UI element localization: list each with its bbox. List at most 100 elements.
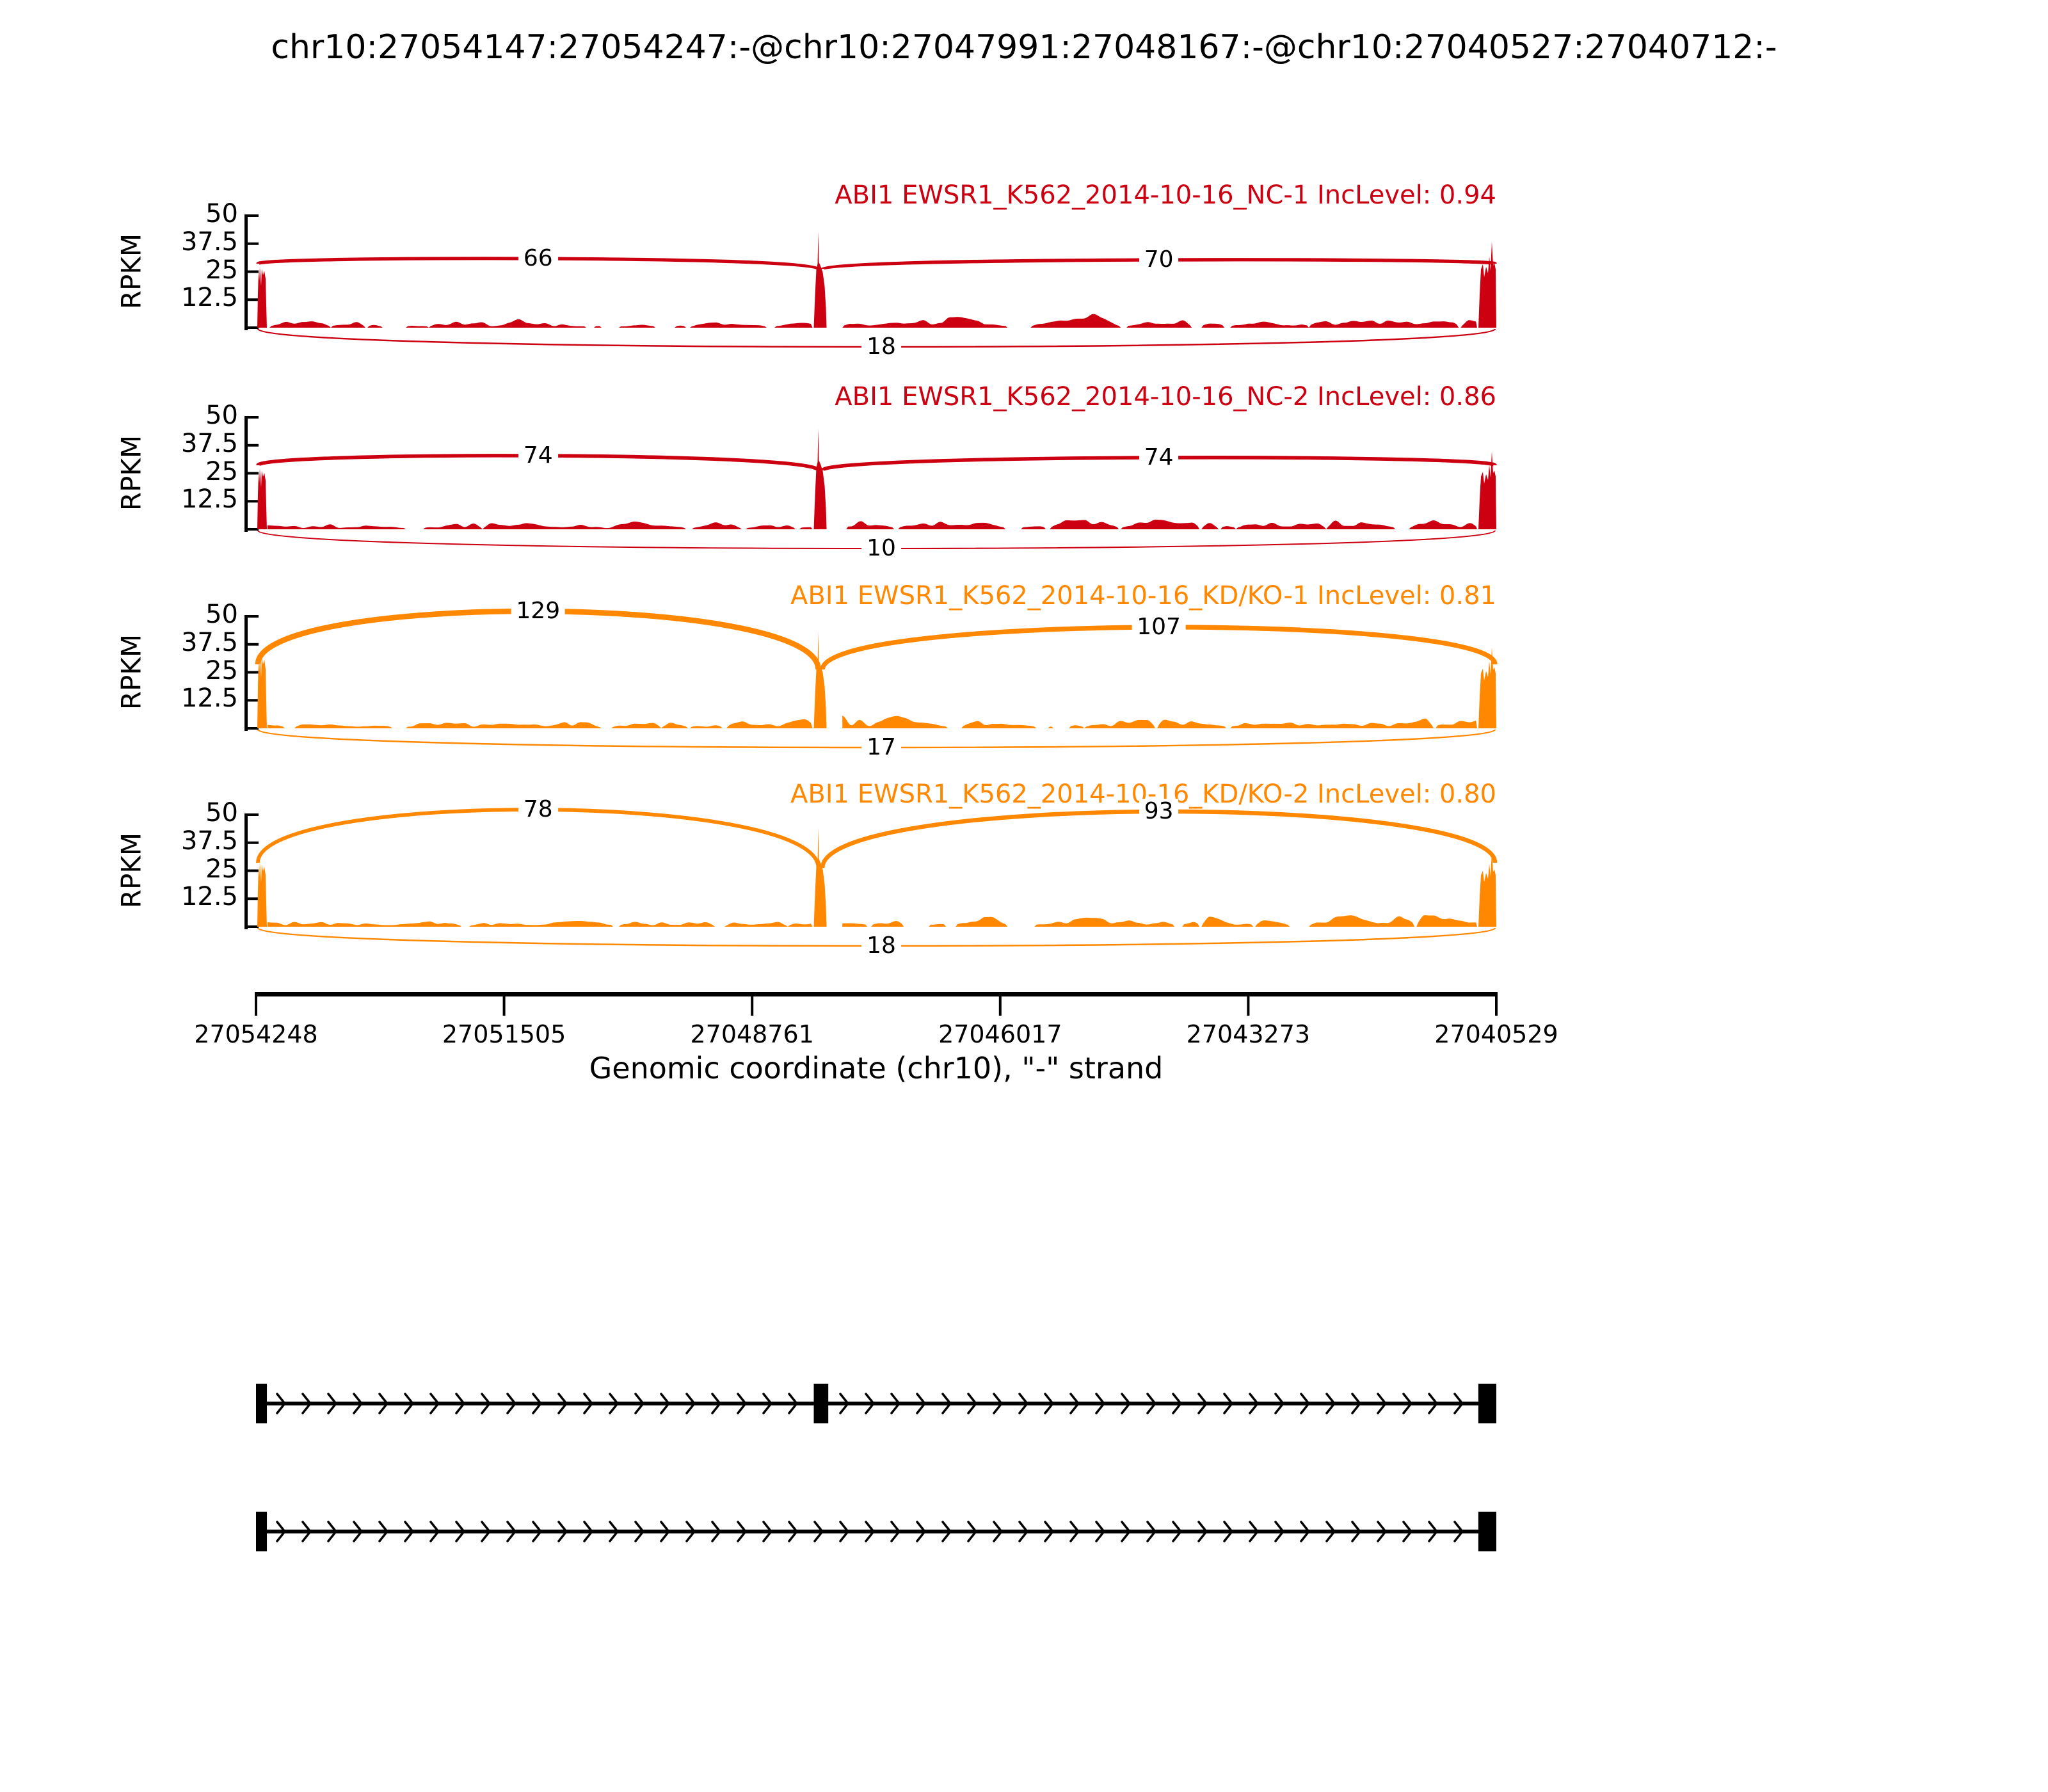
junction-arc-skipping [257, 728, 1496, 749]
x-axis-tick [751, 996, 754, 1016]
coverage-exon-peak [1478, 647, 1496, 728]
intron-direction-chevron [1044, 1521, 1055, 1542]
intron-direction-chevron [1300, 1393, 1311, 1414]
intron-direction-chevron [941, 1393, 952, 1414]
intron-direction-chevron [711, 1393, 722, 1414]
coverage-exon-peak [257, 654, 267, 728]
coverage-exon-peak [257, 862, 267, 927]
intron-direction-chevron [1453, 1393, 1464, 1414]
intron-direction-chevron [660, 1393, 671, 1414]
y-axis-tick [244, 897, 259, 900]
intron-direction-chevron [865, 1393, 876, 1414]
coverage-exon-peak [1478, 241, 1496, 328]
intron-direction-chevron [967, 1521, 978, 1542]
intron-direction-chevron [1146, 1521, 1157, 1542]
intron-direction-chevron [660, 1521, 671, 1542]
y-axis-tick [244, 242, 259, 245]
intron-direction-chevron [532, 1521, 543, 1542]
junction-arc-skipping [257, 328, 1496, 348]
intron-direction-chevron [813, 1521, 824, 1542]
isoform-track [256, 1512, 1496, 1551]
y-axis-tick [244, 813, 259, 816]
intron-direction-chevron [967, 1393, 978, 1414]
intron-direction-chevron [1402, 1521, 1413, 1542]
intron-direction-chevron [788, 1521, 799, 1542]
y-axis-tick [244, 500, 259, 503]
intron-direction-chevron [429, 1393, 440, 1414]
intron-direction-chevron [1018, 1393, 1029, 1414]
junction-arc-inclusion-right [820, 258, 1497, 271]
intron-direction-chevron [353, 1521, 364, 1542]
junction-arc-skipping [257, 927, 1496, 947]
intron-direction-chevron [583, 1393, 594, 1414]
intron-direction-chevron [455, 1393, 466, 1414]
coverage-exon-peak [813, 232, 827, 328]
intron-direction-chevron [327, 1521, 338, 1542]
intron-direction-chevron [711, 1521, 722, 1542]
exon-box [1478, 1384, 1496, 1423]
coverage-area [268, 319, 813, 328]
isoform-track [256, 1384, 1496, 1423]
y-axis-tick [244, 444, 259, 447]
intron-direction-chevron [1172, 1521, 1183, 1542]
intron-direction-chevron [583, 1521, 594, 1542]
intron-direction-chevron [685, 1393, 696, 1414]
y-axis-tick [244, 671, 259, 674]
y-axis-tick [244, 615, 259, 618]
intron-direction-chevron [762, 1521, 773, 1542]
intron-direction-chevron [1069, 1521, 1080, 1542]
intron-direction-chevron [1453, 1521, 1464, 1542]
intron-direction-chevron [1249, 1521, 1260, 1542]
intron-direction-chevron [1300, 1521, 1311, 1542]
intron-direction-chevron [1121, 1521, 1132, 1542]
y-axis-tick [244, 326, 259, 329]
intron-direction-chevron [1223, 1521, 1234, 1542]
intron-direction-chevron [609, 1393, 620, 1414]
coverage-area [842, 716, 1477, 728]
intron-direction-chevron [1325, 1393, 1336, 1414]
y-axis-tick [244, 727, 259, 730]
coverage-area [842, 314, 1477, 328]
intron-direction-chevron [762, 1393, 773, 1414]
junction-arc-inclusion-left [255, 608, 821, 670]
coverage-area [268, 719, 813, 728]
intron-direction-chevron [1121, 1393, 1132, 1414]
y-axis-tick [244, 528, 259, 531]
x-axis-tick [502, 996, 506, 1016]
coverage-area [842, 519, 1477, 529]
exon-box [1478, 1512, 1496, 1551]
intron-direction-chevron [634, 1393, 645, 1414]
coverage-exon-peak [813, 428, 827, 529]
intron-direction-chevron [506, 1521, 517, 1542]
x-axis-tick [1495, 996, 1498, 1016]
coverage-area [268, 921, 813, 927]
y-axis-tick [244, 699, 259, 702]
intron-line [260, 1402, 1492, 1405]
x-axis-tick [255, 996, 257, 1016]
x-axis-tick [998, 996, 1002, 1016]
y-axis-tick [244, 270, 259, 273]
intron-direction-chevron [327, 1393, 338, 1414]
intron-direction-chevron [941, 1521, 952, 1542]
intron-direction-chevron [788, 1393, 799, 1414]
intron-direction-chevron [1402, 1393, 1413, 1414]
coverage-exon-peak [257, 468, 267, 529]
junction-arc-inclusion-right [820, 809, 1498, 868]
intron-direction-chevron [890, 1393, 901, 1414]
coverage-exon-peak [813, 827, 827, 927]
junction-arc-inclusion-left [256, 454, 820, 472]
intron-direction-chevron [1044, 1393, 1055, 1414]
intron-direction-chevron [1095, 1393, 1106, 1414]
intron-direction-chevron [609, 1521, 620, 1542]
intron-direction-chevron [276, 1393, 287, 1414]
intron-direction-chevron [1351, 1521, 1362, 1542]
coverage-area [268, 521, 813, 529]
y-axis-tick [244, 472, 259, 475]
coverage-exon-peak [1478, 851, 1496, 927]
intron-direction-chevron [1197, 1521, 1208, 1542]
intron-direction-chevron [1351, 1393, 1362, 1414]
intron-direction-chevron [557, 1393, 568, 1414]
junction-arc-inclusion-right [820, 456, 1497, 472]
intron-direction-chevron [1428, 1393, 1439, 1414]
